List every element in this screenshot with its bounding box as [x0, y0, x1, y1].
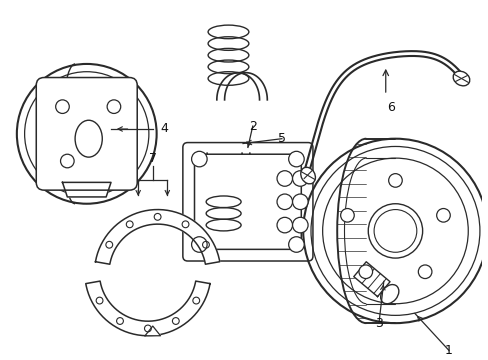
Polygon shape [62, 183, 111, 197]
FancyBboxPatch shape [183, 143, 311, 261]
Circle shape [303, 139, 487, 323]
Text: 5: 5 [277, 132, 285, 145]
Circle shape [292, 194, 307, 210]
Circle shape [277, 171, 292, 186]
Circle shape [417, 265, 431, 279]
FancyBboxPatch shape [183, 143, 312, 261]
Text: 6: 6 [386, 101, 394, 114]
Circle shape [436, 208, 449, 222]
Circle shape [12, 59, 161, 208]
FancyBboxPatch shape [194, 154, 301, 249]
Text: 2: 2 [248, 120, 256, 132]
Circle shape [288, 237, 304, 252]
Circle shape [277, 194, 292, 210]
Text: 7: 7 [148, 152, 157, 165]
Circle shape [340, 208, 353, 222]
Text: 3: 3 [374, 317, 382, 330]
Text: 1: 1 [444, 344, 452, 357]
Circle shape [277, 217, 292, 233]
Circle shape [292, 171, 307, 186]
Ellipse shape [300, 167, 315, 184]
Circle shape [191, 237, 207, 252]
Circle shape [191, 151, 207, 167]
Circle shape [358, 265, 372, 279]
FancyBboxPatch shape [36, 77, 137, 190]
Ellipse shape [380, 284, 398, 304]
Text: 4: 4 [160, 122, 168, 135]
Polygon shape [95, 210, 219, 264]
Polygon shape [85, 281, 210, 336]
Polygon shape [353, 262, 389, 297]
Polygon shape [145, 326, 160, 336]
Circle shape [388, 174, 402, 187]
Circle shape [288, 151, 304, 167]
Ellipse shape [452, 71, 469, 86]
Circle shape [367, 204, 422, 258]
Circle shape [292, 217, 307, 233]
